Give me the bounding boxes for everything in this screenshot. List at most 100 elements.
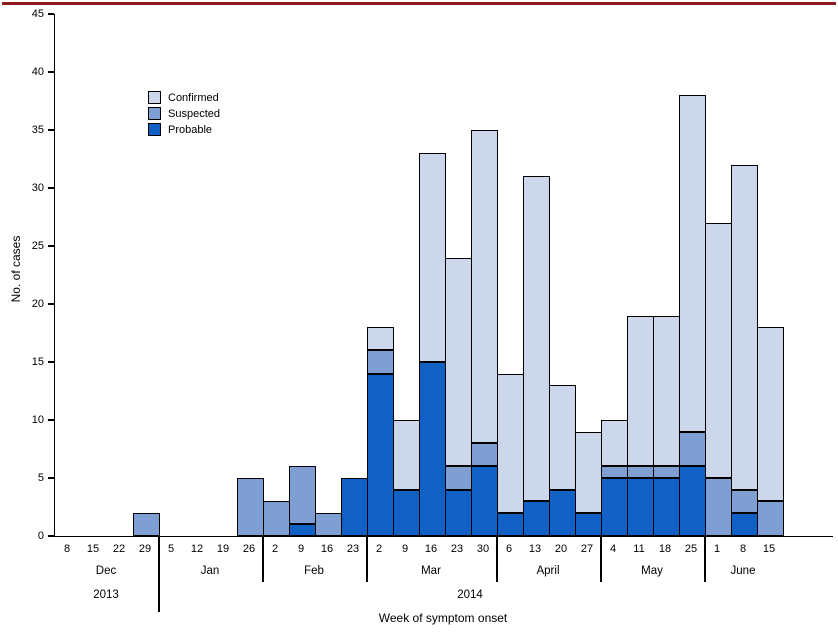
week-label: 5 bbox=[167, 543, 175, 555]
bar-segment-suspected bbox=[601, 466, 628, 478]
month-separator bbox=[366, 536, 368, 582]
x-axis-title: Week of symptom onset bbox=[378, 611, 508, 625]
legend: Confirmed Suspected Probable bbox=[148, 91, 220, 136]
bar-segment-suspected bbox=[289, 466, 316, 524]
bars-layer bbox=[55, 14, 833, 536]
bar-segment-suspected bbox=[133, 513, 160, 536]
y-tick-label: 35 bbox=[31, 124, 44, 136]
legend-entry-confirmed: Confirmed bbox=[148, 91, 220, 104]
bar-segment-confirmed bbox=[627, 316, 654, 466]
week-label: 12 bbox=[190, 543, 204, 555]
y-tick-label: 10 bbox=[31, 414, 44, 426]
bar-segment-suspected bbox=[263, 501, 290, 536]
legend-swatch-suspected bbox=[148, 107, 161, 120]
week-label: 22 bbox=[112, 543, 126, 555]
bar-segment-probable bbox=[731, 513, 758, 536]
bar-segment-confirmed bbox=[497, 374, 524, 513]
bar-segment-confirmed bbox=[471, 130, 498, 443]
bar-segment-confirmed bbox=[575, 432, 602, 513]
bar-segment-probable bbox=[471, 466, 498, 536]
y-tick-label: 45 bbox=[31, 8, 44, 20]
month-separator bbox=[704, 536, 706, 582]
week-label: 8 bbox=[739, 543, 747, 555]
bar-segment-confirmed bbox=[523, 176, 550, 501]
month-label: May bbox=[641, 565, 663, 577]
week-label: 4 bbox=[609, 543, 617, 555]
bar-segment-suspected bbox=[471, 443, 498, 466]
bar-segment-suspected bbox=[237, 478, 264, 536]
bar-segment-probable bbox=[679, 466, 706, 536]
y-tick-label: 40 bbox=[31, 66, 44, 78]
bar-segment-confirmed bbox=[653, 316, 680, 466]
legend-label-suspected: Suspected bbox=[168, 107, 220, 120]
week-label: 23 bbox=[346, 543, 360, 555]
bar-segment-probable bbox=[523, 501, 550, 536]
y-axis-title: No. of cases bbox=[9, 235, 23, 303]
legend-swatch-confirmed bbox=[148, 91, 161, 104]
month-label: Jan bbox=[200, 565, 220, 577]
bar-segment-confirmed bbox=[679, 95, 706, 432]
legend-entry-probable: Probable bbox=[148, 123, 220, 136]
week-label: 27 bbox=[580, 543, 594, 555]
bar-segment-confirmed bbox=[601, 420, 628, 466]
bar-segment-suspected bbox=[731, 490, 758, 513]
year-label: 2014 bbox=[457, 589, 483, 601]
y-tick-label: 30 bbox=[31, 182, 44, 194]
bar-segment-probable bbox=[367, 374, 394, 536]
week-label: 18 bbox=[658, 543, 672, 555]
week-label: 8 bbox=[63, 543, 71, 555]
bar-segment-suspected bbox=[445, 466, 472, 490]
year-label: 2013 bbox=[93, 589, 119, 601]
bar-segment-suspected bbox=[315, 513, 342, 536]
week-label: 2 bbox=[271, 543, 279, 555]
week-label: 6 bbox=[505, 543, 513, 555]
bar-segment-probable bbox=[289, 524, 316, 536]
y-tick-label: 0 bbox=[37, 530, 44, 542]
legend-entry-suspected: Suspected bbox=[148, 107, 220, 120]
bar-segment-probable bbox=[445, 490, 472, 536]
bar-segment-probable bbox=[497, 513, 524, 536]
week-label: 9 bbox=[401, 543, 409, 555]
bar-segment-probable bbox=[575, 513, 602, 536]
bar-segment-probable bbox=[549, 490, 576, 536]
week-label: 15 bbox=[86, 543, 100, 555]
bar-segment-probable bbox=[653, 478, 680, 536]
bar-segment-probable bbox=[341, 478, 368, 536]
bar-segment-confirmed bbox=[393, 420, 420, 490]
top-rule bbox=[2, 2, 836, 5]
y-tick-label: 15 bbox=[31, 356, 44, 368]
week-label: 20 bbox=[554, 543, 568, 555]
week-label: 19 bbox=[216, 543, 230, 555]
bar-segment-confirmed bbox=[757, 327, 784, 501]
legend-label-confirmed: Confirmed bbox=[168, 91, 219, 104]
month-separator bbox=[496, 536, 498, 582]
week-label: 11 bbox=[633, 543, 645, 555]
week-label: 9 bbox=[297, 543, 305, 555]
week-label: 15 bbox=[762, 543, 776, 555]
bar-segment-confirmed bbox=[445, 258, 472, 466]
month-label: April bbox=[536, 565, 560, 577]
week-label: 25 bbox=[684, 543, 698, 555]
legend-label-probable: Probable bbox=[168, 123, 213, 136]
bar-segment-confirmed bbox=[419, 153, 446, 362]
bar-segment-suspected bbox=[757, 501, 784, 536]
bar-segment-probable bbox=[601, 478, 628, 536]
bar-segment-confirmed bbox=[731, 165, 758, 490]
week-label: 2 bbox=[375, 543, 383, 555]
week-label: 16 bbox=[424, 543, 438, 555]
bar-segment-suspected bbox=[653, 466, 680, 478]
y-tick-label: 5 bbox=[37, 472, 44, 484]
bar-segment-confirmed bbox=[549, 385, 576, 490]
bar-segment-suspected bbox=[367, 350, 394, 374]
month-separator bbox=[262, 536, 264, 582]
week-label: 13 bbox=[528, 543, 542, 555]
bar-segment-confirmed bbox=[367, 327, 394, 350]
month-label: June bbox=[730, 565, 756, 577]
bar-segment-suspected bbox=[679, 432, 706, 466]
year-separator bbox=[158, 536, 160, 612]
bar-segment-probable bbox=[419, 362, 446, 536]
week-label: 26 bbox=[242, 543, 256, 555]
week-label: 23 bbox=[450, 543, 464, 555]
bar-segment-probable bbox=[627, 478, 654, 536]
